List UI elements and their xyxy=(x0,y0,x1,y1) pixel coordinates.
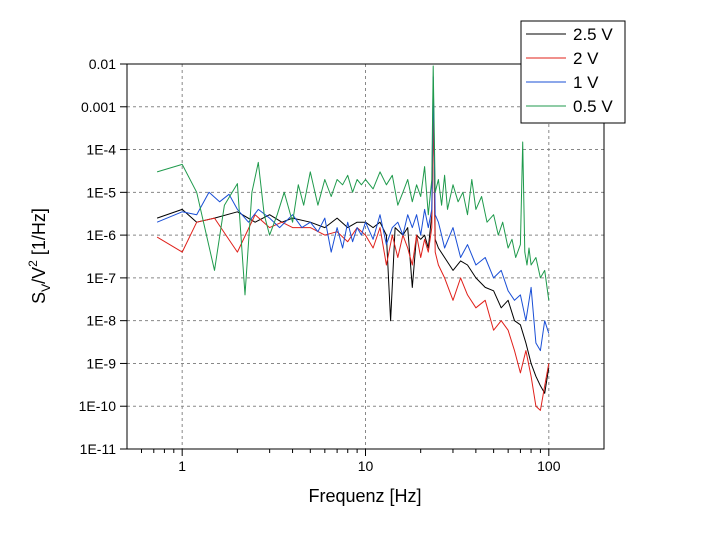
legend-label-2: 1 V xyxy=(573,73,599,92)
x-tick-label-1: 10 xyxy=(358,458,374,474)
legend: 2.5 V 2 V 1 V 0.5 V xyxy=(520,20,626,124)
y-tick-label-0: 0.01 xyxy=(89,56,116,72)
y-tick-label-9: 1E-11 xyxy=(80,441,117,457)
x-tick-label-2: 100 xyxy=(537,458,561,474)
x-tick-label-0: 1 xyxy=(178,458,186,474)
y-axis-title: SV/V2 [1/Hz] xyxy=(26,208,53,304)
legend-label-1: 2 V xyxy=(573,49,599,68)
series-line-3 xyxy=(156,65,550,301)
y-tick-label-7: 1E-9 xyxy=(86,355,116,371)
series-layer xyxy=(156,65,550,411)
legend-label-3: 0.5 V xyxy=(573,97,613,116)
y-tick-label-2: 1E-4 xyxy=(86,142,116,158)
y-tick-label-4: 1E-6 xyxy=(86,227,116,243)
y-tick-label-8: 1E-10 xyxy=(79,398,117,414)
x-axis-ticks: 1 10 100 xyxy=(141,449,561,474)
y-tick-label-1: 0.001 xyxy=(81,99,116,115)
y-axis-ticks: 0.01 0.001 1E-4 1E-5 1E-6 1E-7 1E-8 1E-9 1E-10 1E… xyxy=(79,56,127,457)
y-tick-label-6: 1E-8 xyxy=(86,313,116,329)
y-tick-label-5: 1E-7 xyxy=(86,270,116,286)
x-axis-title: Frequenz [Hz] xyxy=(308,486,421,506)
legend-label-0: 2.5 V xyxy=(573,25,613,44)
y-tick-label-3: 1E-5 xyxy=(86,184,116,200)
series-line-0 xyxy=(156,101,550,394)
series-line-1 xyxy=(156,106,550,411)
